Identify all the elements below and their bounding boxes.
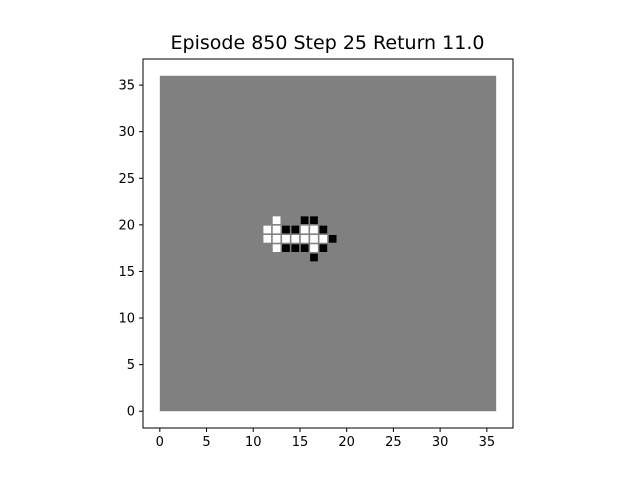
- x-tick-label: 25: [385, 435, 402, 450]
- board-cell-white: [272, 234, 282, 244]
- board-cell-white: [300, 234, 310, 244]
- x-tick-label: 15: [292, 435, 309, 450]
- board-background: [159, 75, 497, 412]
- y-tick-label: 25: [118, 172, 135, 187]
- episode-number: 850: [251, 32, 287, 54]
- y-tick-label: 35: [118, 79, 135, 94]
- board-cell-black: [318, 225, 328, 234]
- y-tick-label: 0: [127, 405, 135, 420]
- x-tick-label: 10: [245, 435, 262, 450]
- x-tick-label: 20: [338, 435, 355, 450]
- board-cell-white: [318, 234, 328, 244]
- board-cell-white: [300, 225, 310, 234]
- step-label: Step: [294, 32, 337, 54]
- y-tick-label: 20: [118, 218, 135, 233]
- x-tick-label: 35: [479, 435, 496, 450]
- step-number: 25: [343, 32, 367, 54]
- board-cell-white: [309, 234, 319, 244]
- board-cell-black: [300, 215, 310, 225]
- return-value: 11.0: [442, 32, 484, 54]
- board-cell-white: [309, 243, 319, 253]
- board-cell-black: [309, 215, 319, 225]
- axes-frame: [142, 58, 514, 429]
- y-tick-label: 15: [118, 265, 135, 280]
- y-tick-label: 5: [127, 358, 135, 373]
- board-cell-black: [309, 253, 319, 262]
- plot-area: 0 5 10 15 20 25 30 35 0 5 10 15 20 25 30 35: [118, 58, 514, 450]
- board-cell-white: [272, 243, 282, 253]
- x-tick-label: 30: [432, 435, 449, 450]
- y-tick-label: 10: [118, 312, 135, 327]
- episode-label: Episode: [171, 32, 246, 54]
- board-cell-black: [281, 225, 291, 234]
- board-cell-white: [290, 234, 300, 244]
- board-cell-black: [281, 243, 291, 253]
- episode-title: Episode 850 Step 25 Return 11.0: [171, 32, 485, 54]
- x-tick-label: 5: [202, 435, 210, 450]
- board-cell-white: [281, 234, 291, 244]
- board-cell-white: [262, 234, 272, 244]
- board-cell-black: [290, 243, 300, 253]
- board-cell-black: [328, 234, 338, 244]
- board-cell-black: [300, 243, 310, 253]
- return-label: Return: [373, 32, 436, 54]
- board-cell-black: [318, 243, 328, 253]
- x-axis-ticks: 0 5 10 15 20 25 30 35: [156, 428, 495, 450]
- board-cell-black: [290, 225, 300, 234]
- board-cell-white: [272, 215, 282, 225]
- board-cells: [262, 215, 338, 262]
- board-cell-white: [309, 225, 319, 234]
- y-axis-ticks: 0 5 10 15 20 25 30 35: [118, 79, 143, 420]
- board-cell-white: [262, 225, 272, 234]
- y-tick-label: 30: [118, 125, 135, 140]
- board-cell-white: [272, 225, 282, 234]
- x-tick-label: 0: [156, 435, 164, 450]
